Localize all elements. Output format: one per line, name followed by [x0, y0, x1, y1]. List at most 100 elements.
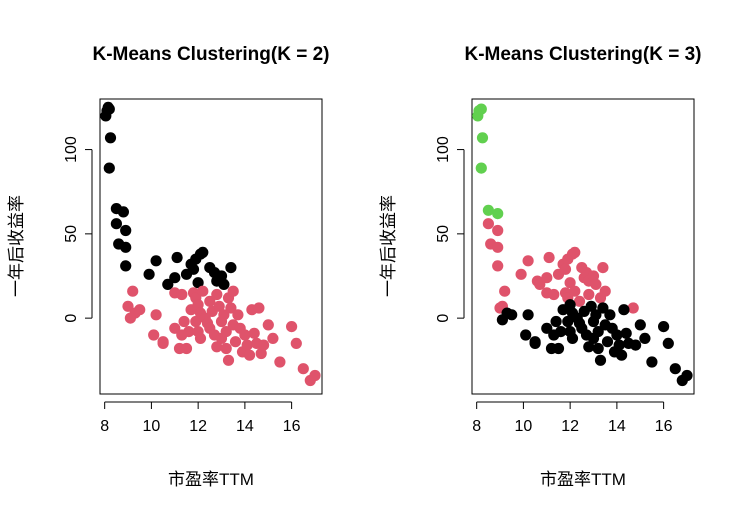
- data-point: [204, 295, 216, 307]
- data-point: [543, 251, 555, 264]
- points-group: [472, 103, 693, 387]
- data-point: [552, 342, 565, 355]
- data-point: [176, 288, 188, 301]
- data-point: [262, 319, 274, 331]
- data-point: [482, 204, 494, 216]
- points-group: [100, 101, 321, 387]
- data-point: [634, 319, 646, 331]
- data-point: [180, 342, 193, 355]
- chart-title: K-Means Clustering(K = 2): [92, 44, 329, 65]
- x-tick-label: 8: [472, 418, 481, 435]
- data-point: [239, 329, 251, 341]
- data-point: [592, 326, 604, 338]
- data-point: [618, 304, 630, 316]
- data-point: [562, 315, 574, 328]
- x-axis-label: 市盈率TTM: [540, 470, 626, 489]
- data-point: [169, 322, 181, 334]
- data-point: [274, 356, 286, 368]
- data-point: [564, 277, 576, 289]
- data-point: [127, 285, 139, 297]
- data-point: [143, 268, 155, 280]
- data-point: [627, 302, 639, 314]
- y-tick-label: 100: [435, 136, 452, 163]
- data-point: [597, 262, 609, 274]
- data-point: [569, 285, 581, 297]
- data-point: [194, 332, 207, 344]
- data-point: [120, 224, 132, 237]
- data-point: [241, 339, 253, 351]
- data-point: [529, 337, 541, 349]
- axes: 8 10 12 14 16 0 50 100: [435, 136, 672, 435]
- data-point: [482, 218, 494, 230]
- y-tick-label: 50: [435, 225, 452, 243]
- data-point: [548, 288, 560, 301]
- data-point: [601, 336, 614, 348]
- data-point: [117, 206, 129, 218]
- data-point: [604, 309, 616, 321]
- data-point: [134, 304, 146, 316]
- data-point: [197, 246, 209, 258]
- data-point: [611, 329, 623, 341]
- data-point: [613, 339, 625, 351]
- data-point: [583, 288, 595, 301]
- y-tick-label: 0: [435, 314, 452, 323]
- data-point: [218, 309, 230, 321]
- data-point: [229, 336, 242, 348]
- data-point: [522, 255, 534, 267]
- chart-title: K-Means Clustering(K = 3): [464, 44, 701, 65]
- data-point: [646, 356, 658, 368]
- data-point: [573, 295, 586, 307]
- data-point: [258, 339, 270, 351]
- data-point: [541, 322, 553, 334]
- y-tick-label: 50: [63, 225, 80, 243]
- plot-frame: [99, 98, 323, 395]
- data-point: [297, 363, 309, 375]
- data-point: [658, 321, 670, 333]
- data-point: [506, 309, 518, 321]
- data-point: [197, 285, 209, 297]
- data-point: [162, 278, 174, 290]
- data-point: [213, 300, 225, 312]
- data-point: [583, 341, 595, 353]
- data-point: [592, 342, 604, 355]
- data-point: [534, 278, 546, 290]
- data-point: [515, 268, 527, 280]
- data-point: [218, 278, 230, 290]
- data-point: [620, 327, 632, 339]
- data-point: [590, 278, 602, 290]
- x-tick-label: 12: [189, 418, 207, 435]
- data-point: [227, 285, 239, 297]
- data-point: [630, 339, 642, 351]
- data-point: [255, 347, 267, 360]
- data-point: [475, 103, 487, 115]
- data-point: [597, 302, 609, 314]
- data-point: [178, 315, 190, 328]
- data-point: [492, 241, 504, 253]
- data-point: [244, 349, 256, 361]
- data-point: [476, 132, 489, 144]
- data-point: [148, 329, 160, 341]
- x-tick-label: 12: [561, 418, 579, 435]
- x-axis-label: 市盈率TTM: [168, 470, 254, 489]
- data-point: [555, 326, 567, 338]
- plot-frame: [471, 98, 695, 395]
- data-point: [192, 299, 204, 311]
- data-point: [639, 332, 651, 344]
- data-point: [559, 263, 572, 275]
- y-axis-label: 一年后收益率: [379, 195, 398, 297]
- data-point: [169, 272, 181, 284]
- data-point: [190, 315, 202, 328]
- data-point: [541, 272, 553, 284]
- data-point: [550, 315, 562, 328]
- data-point: [599, 285, 611, 297]
- data-point: [225, 302, 237, 314]
- data-point: [309, 369, 321, 382]
- data-point: [192, 277, 204, 289]
- data-point: [569, 246, 581, 258]
- data-point: [286, 321, 298, 333]
- data-point: [187, 263, 200, 275]
- y-axis-label: 一年后收益率: [7, 195, 26, 297]
- x-tick-label: 14: [236, 418, 254, 435]
- data-point: [171, 251, 183, 264]
